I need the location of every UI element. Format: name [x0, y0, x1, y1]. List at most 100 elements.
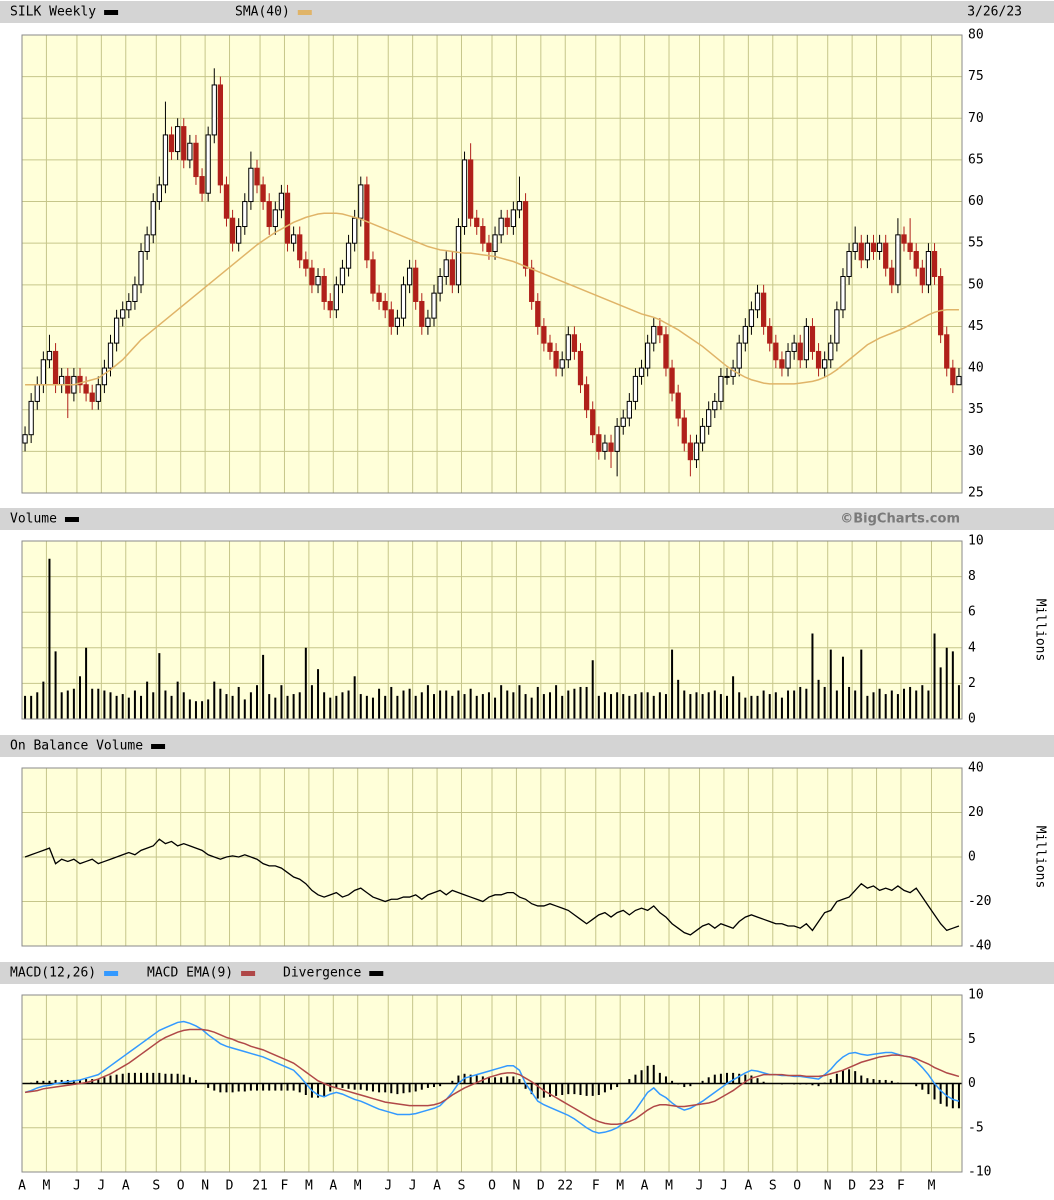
legend-label: On Balance Volume — [10, 739, 143, 754]
x-tick-label: J — [696, 1179, 704, 1194]
candle-body — [773, 342, 779, 361]
candle-body — [187, 142, 193, 161]
candle-body — [614, 425, 620, 452]
y-tick-label: 0 — [968, 850, 976, 865]
candle-body — [510, 209, 516, 228]
candle-body — [193, 142, 199, 178]
candle-body — [547, 342, 553, 352]
candle-body — [309, 267, 315, 286]
candle-body — [211, 84, 217, 136]
candle-body — [797, 342, 803, 361]
y-tick-label: 70 — [968, 111, 984, 126]
candle-body — [52, 350, 59, 386]
candle-body — [742, 325, 748, 344]
candle-body — [516, 201, 523, 211]
candle-body — [376, 292, 382, 302]
candle-body — [553, 350, 559, 369]
candle-body — [290, 234, 297, 244]
x-tick-label: A — [744, 1179, 752, 1194]
y-tick-label: 2 — [968, 676, 976, 691]
x-tick-label: S — [769, 1179, 777, 1194]
candle-body — [101, 367, 108, 386]
candle-body — [852, 242, 858, 253]
candle-body — [156, 184, 162, 203]
candle-body — [657, 325, 663, 336]
candle-body — [413, 267, 419, 302]
candle-body — [315, 275, 321, 286]
y-tick-label: 20 — [968, 805, 984, 820]
candle-body — [34, 384, 40, 402]
legend-label: Divergence — [283, 966, 361, 981]
candle-body — [474, 217, 480, 228]
x-tick-label: F — [897, 1179, 905, 1194]
candle-body — [870, 242, 877, 253]
legend-swatch — [369, 971, 384, 976]
candle-body — [522, 201, 529, 269]
macd-line — [24, 1020, 960, 1134]
candle-body — [883, 242, 889, 269]
x-tick-label: D — [537, 1179, 545, 1194]
plot-frame — [21, 34, 963, 494]
x-tick-label: 21 — [252, 1179, 268, 1194]
candle-body — [724, 375, 730, 378]
legend-label: Volume — [10, 512, 57, 527]
candle-body — [77, 375, 83, 386]
candle-body — [907, 242, 913, 253]
legend-label: SMA(40) — [235, 5, 290, 20]
x-tick-label: F — [592, 1179, 600, 1194]
y-axis-label: Millions — [1033, 826, 1048, 889]
y-tick-label: 75 — [968, 69, 984, 84]
candle-body — [608, 442, 614, 452]
candle-body — [431, 292, 437, 319]
candle-body — [596, 434, 602, 452]
candle-body — [144, 234, 150, 253]
candle-body — [590, 409, 596, 436]
candle-body — [760, 292, 767, 327]
candle-body — [461, 159, 468, 228]
candle-body — [638, 367, 645, 377]
candle-body — [59, 375, 65, 386]
panel-header — [0, 1, 1054, 23]
panel-header — [0, 508, 1054, 530]
legend-swatch — [64, 517, 79, 522]
candle-body — [339, 267, 346, 286]
x-tick-label: O — [793, 1179, 801, 1194]
legend-swatch — [104, 10, 119, 15]
candle-body — [425, 317, 431, 327]
candle-body — [223, 184, 230, 219]
candle-body — [272, 209, 278, 228]
plot-frame — [21, 767, 963, 947]
x-tick-label: 22 — [557, 1179, 573, 1194]
x-tick-label: N — [513, 1179, 521, 1194]
candle-body — [236, 226, 242, 244]
x-tick-label: S — [458, 1179, 466, 1194]
candle-body — [120, 309, 126, 319]
candle-body — [242, 201, 248, 228]
x-tick-label: M — [43, 1179, 51, 1194]
candle-body — [260, 184, 266, 203]
candle-body — [822, 359, 828, 369]
candle-body — [358, 184, 364, 219]
x-tick-label: N — [201, 1179, 209, 1194]
candle-body — [748, 309, 755, 327]
y-tick-label: 30 — [968, 444, 984, 459]
candle-body — [828, 342, 834, 361]
y-tick-label: 80 — [968, 28, 984, 43]
candle-body — [284, 192, 291, 244]
candle-body — [858, 242, 864, 261]
candle-body — [370, 259, 376, 294]
candle-body — [254, 167, 260, 186]
y-tick-label: 6 — [968, 605, 976, 620]
candle-body — [602, 442, 608, 452]
candle-body — [846, 251, 852, 277]
candle-body — [626, 400, 632, 419]
chart-date: 3/26/23 — [967, 5, 1022, 20]
credit: ©BigCharts.com — [840, 512, 960, 527]
plot-frame — [21, 994, 963, 1173]
candle-body — [931, 251, 938, 277]
candle-body — [327, 300, 333, 311]
candle-body — [181, 126, 187, 161]
candle-body — [687, 442, 694, 461]
legend-label: MACD(12,26) — [10, 966, 96, 981]
candle-body — [736, 342, 742, 369]
